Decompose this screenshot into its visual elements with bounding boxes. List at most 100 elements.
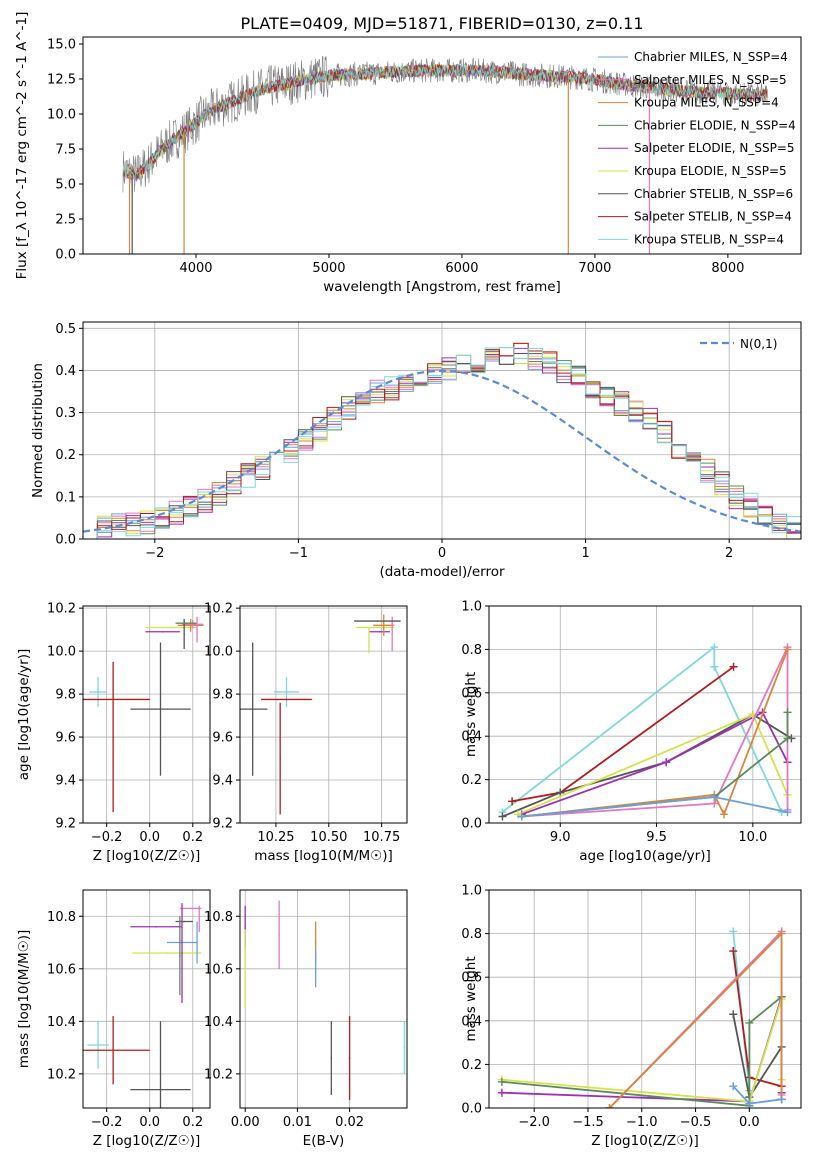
y-tick-label: 9.4 — [212, 774, 233, 789]
y-tick-label: 1.0 — [461, 884, 482, 899]
x-tick-label: 0.2 — [182, 830, 203, 845]
y-tick-label: 10.8 — [47, 910, 76, 925]
y-tick-label: 0.4 — [55, 364, 76, 379]
mass-weight-marker — [662, 758, 671, 767]
x-axis-label: mass [log10(M/M☉)] — [254, 848, 393, 864]
data-point — [198, 918, 201, 920]
x-axis-label: Z [log10(Z/Z☉)] — [93, 1133, 201, 1149]
y-tick-label: 0.4 — [461, 1014, 482, 1029]
data-point — [185, 622, 188, 624]
data-point — [97, 1044, 99, 1046]
mass-weight-marker — [710, 792, 719, 801]
x-tick-label: −1.0 — [626, 1115, 658, 1130]
mass-weight-marker — [777, 929, 786, 938]
mass-weight-marker — [783, 734, 792, 743]
x-tick-label: −2 — [145, 546, 164, 561]
legend-entry: Kroupa MILES, N_SSP=4 — [634, 96, 779, 110]
data-point — [382, 624, 385, 627]
x-tick-label: 9.5 — [646, 830, 667, 845]
legend-entry: Salpeter STELIB, N_SSP=4 — [634, 210, 792, 224]
data-point — [155, 925, 157, 928]
mass-weight-marker — [783, 808, 792, 817]
legend-entry: Kroupa STELIB, N_SSP=4 — [634, 232, 784, 246]
x-tick-label: 7000 — [578, 261, 611, 276]
panel-age_vs_z: −0.2 0.0 0.2 9.2 9.4 9.6 9.8 10.0 10.2 Z [log10(Z… — [16, 602, 211, 864]
mass-weight-marker — [729, 927, 738, 936]
data-point — [196, 941, 198, 944]
data-point — [368, 639, 370, 642]
mass-weight-marker — [508, 797, 517, 806]
histogram-step-salpeter_stelib — [83, 342, 801, 539]
y-tick-label: 0.2 — [461, 1058, 482, 1073]
mass-weight-marker — [745, 1099, 754, 1108]
figure-title: PLATE=0409, MJD=51871, FIBERID=0130, z=0… — [240, 14, 643, 33]
data-point — [244, 967, 247, 970]
data-point — [330, 1057, 333, 1059]
model-spectrum-line-9 — [122, 63, 768, 181]
y-tick-label: 0.3 — [55, 406, 76, 421]
mass-weight-marker — [729, 1082, 738, 1091]
x-tick-label: −0.2 — [91, 1115, 123, 1130]
x-tick-label: −2.0 — [518, 1115, 550, 1130]
x-tick-label: 10.75 — [363, 830, 400, 845]
y-tick-label: 0.6 — [461, 686, 482, 701]
axes-frame — [239, 605, 408, 824]
x-tick-label: 1 — [581, 546, 589, 561]
y-tick-label: 5.0 — [55, 178, 76, 193]
y-tick-label: 15.0 — [47, 38, 76, 53]
y-tick-label: 0.2 — [461, 773, 482, 788]
y-tick-label: 10.4 — [204, 1015, 233, 1030]
y-tick-label: 10.2 — [47, 1067, 76, 1082]
plot-area-spectrum — [122, 56, 768, 254]
y-tick-label: 10.0 — [47, 108, 76, 123]
plot-area-age_vs_mass — [240, 614, 401, 815]
y-tick-label: 0.0 — [461, 817, 482, 832]
y-tick-label: 9.2 — [212, 817, 233, 832]
y-tick-label: 10.2 — [47, 602, 76, 617]
x-tick-label: 0 — [438, 546, 446, 561]
legend-entry: Chabrier ELODIE, N_SSP=4 — [634, 118, 796, 132]
data-point — [251, 708, 254, 710]
mass-weight-marker — [729, 662, 738, 671]
y-tick-label: 10.2 — [204, 1067, 233, 1082]
data-point — [183, 920, 185, 923]
plot-area-mass_vs_z — [83, 903, 202, 1108]
x-tick-label: 6000 — [445, 261, 478, 276]
plot-area-residuals — [83, 342, 801, 539]
axes-frame — [488, 605, 802, 824]
mass-weight-marker — [710, 662, 719, 671]
data-point — [374, 626, 377, 629]
x-tick-label: 2 — [725, 546, 733, 561]
data-point — [183, 633, 185, 635]
x-tick-label: 10.0 — [738, 830, 767, 845]
x-tick-label: 10.25 — [257, 830, 294, 845]
mass-weight-line-kroupa_stelib — [501, 645, 783, 813]
mass-weight-marker — [497, 1088, 506, 1097]
data-point — [278, 933, 280, 936]
y-tick-label: 9.2 — [55, 817, 76, 832]
mass-weight-marker — [497, 1077, 506, 1086]
x-tick-label: −1 — [289, 546, 308, 561]
x-tick-label: 4000 — [179, 261, 212, 276]
x-axis-label: age [log10(age/yr)] — [579, 848, 711, 864]
x-axis-label: wavelength [Angstrom, rest frame] — [323, 279, 561, 295]
y-tick-label: 0.8 — [461, 927, 482, 942]
data-point — [348, 1057, 351, 1059]
panel-mass_vs_z: −0.2 0.0 0.2 10.2 10.4 10.6 10.8 Z [log10(Z/Z☉)… — [16, 889, 211, 1149]
y-tick-label: 1.0 — [461, 600, 482, 615]
data-point — [179, 954, 181, 957]
y-axis-label: mass [log10(M/M☉)] — [16, 930, 32, 1069]
data-point — [376, 620, 379, 622]
x-axis-label: Z [log10(Z/Z☉)] — [591, 1133, 699, 1149]
data-point — [391, 633, 394, 635]
data-point — [279, 757, 281, 760]
data-point — [191, 623, 194, 626]
y-axis-label: Normed distribution — [30, 363, 46, 498]
mass-weight-marker — [729, 947, 738, 956]
y-axis-label: mass weight — [463, 956, 479, 1041]
y-tick-label: 0.0 — [461, 1102, 482, 1117]
data-point — [403, 1046, 406, 1049]
x-axis-label: E(B-V) — [303, 1133, 345, 1149]
x-tick-label: 9.0 — [550, 830, 571, 845]
data-point — [314, 941, 317, 944]
